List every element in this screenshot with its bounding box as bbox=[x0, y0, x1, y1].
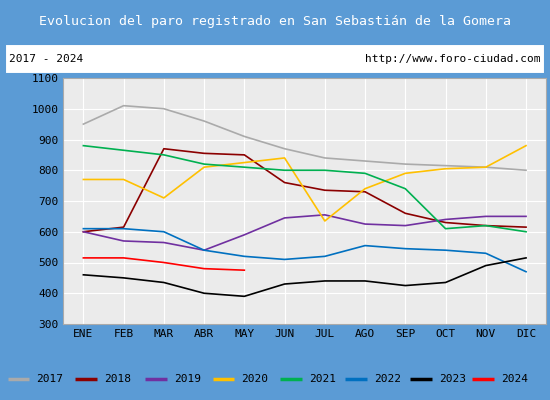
Text: 2020: 2020 bbox=[241, 374, 268, 384]
Text: 2019: 2019 bbox=[174, 374, 201, 384]
Text: 2018: 2018 bbox=[104, 374, 131, 384]
Text: 2024: 2024 bbox=[500, 374, 528, 384]
Text: Evolucion del paro registrado en San Sebastián de la Gomera: Evolucion del paro registrado en San Seb… bbox=[39, 14, 511, 28]
Text: http://www.foro-ciudad.com: http://www.foro-ciudad.com bbox=[365, 54, 541, 64]
Text: 2017: 2017 bbox=[36, 374, 63, 384]
Text: 2017 - 2024: 2017 - 2024 bbox=[9, 54, 84, 64]
Text: 2021: 2021 bbox=[309, 374, 336, 384]
Text: 2023: 2023 bbox=[439, 374, 466, 384]
Text: 2022: 2022 bbox=[374, 374, 401, 384]
